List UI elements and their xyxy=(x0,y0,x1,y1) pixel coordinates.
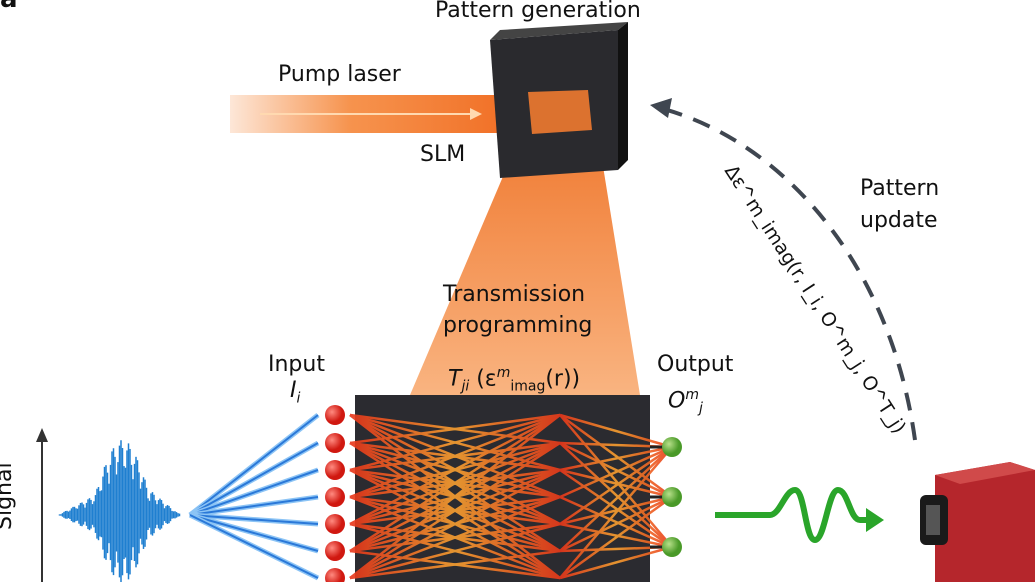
panel-label: a xyxy=(0,0,18,12)
output-symbol: Omj xyxy=(668,387,703,417)
transmission-label-1: Transmission xyxy=(443,282,586,307)
output-node xyxy=(662,437,682,457)
input-fan-arrows xyxy=(188,413,320,581)
transfer-function: Tji (εmimag(r)) xyxy=(448,365,581,395)
pattern-update-label-2: update xyxy=(860,208,938,233)
signal-axis-arrow xyxy=(36,428,48,442)
output-wave-arrow xyxy=(715,486,870,544)
signal-axis-label: Signal xyxy=(0,462,17,530)
pump-laser-label: Pump laser xyxy=(278,62,401,87)
input-label: Input xyxy=(268,352,325,377)
transmission-label-2: programming xyxy=(443,313,593,338)
input-node xyxy=(325,514,345,534)
output-node xyxy=(662,487,682,507)
input-signal-waveform xyxy=(58,440,181,582)
pattern-update-arrow xyxy=(659,106,917,441)
pattern-update-label-1: Pattern xyxy=(860,176,940,201)
input-symbol: Ii xyxy=(290,378,301,407)
pattern-generation-label: Pattern generation xyxy=(435,0,641,23)
input-node xyxy=(325,433,345,453)
input-node xyxy=(325,460,345,480)
camera-detector xyxy=(920,462,1035,582)
output-label: Output xyxy=(657,352,734,377)
input-node xyxy=(325,541,345,561)
slm-device xyxy=(490,22,628,178)
input-node xyxy=(325,487,345,507)
photonic-chip xyxy=(349,395,673,582)
slm-label: SLM xyxy=(420,142,466,167)
input-node xyxy=(325,405,345,425)
input-node xyxy=(325,568,345,582)
output-node xyxy=(662,537,682,557)
transmission-light-cone xyxy=(410,160,640,395)
